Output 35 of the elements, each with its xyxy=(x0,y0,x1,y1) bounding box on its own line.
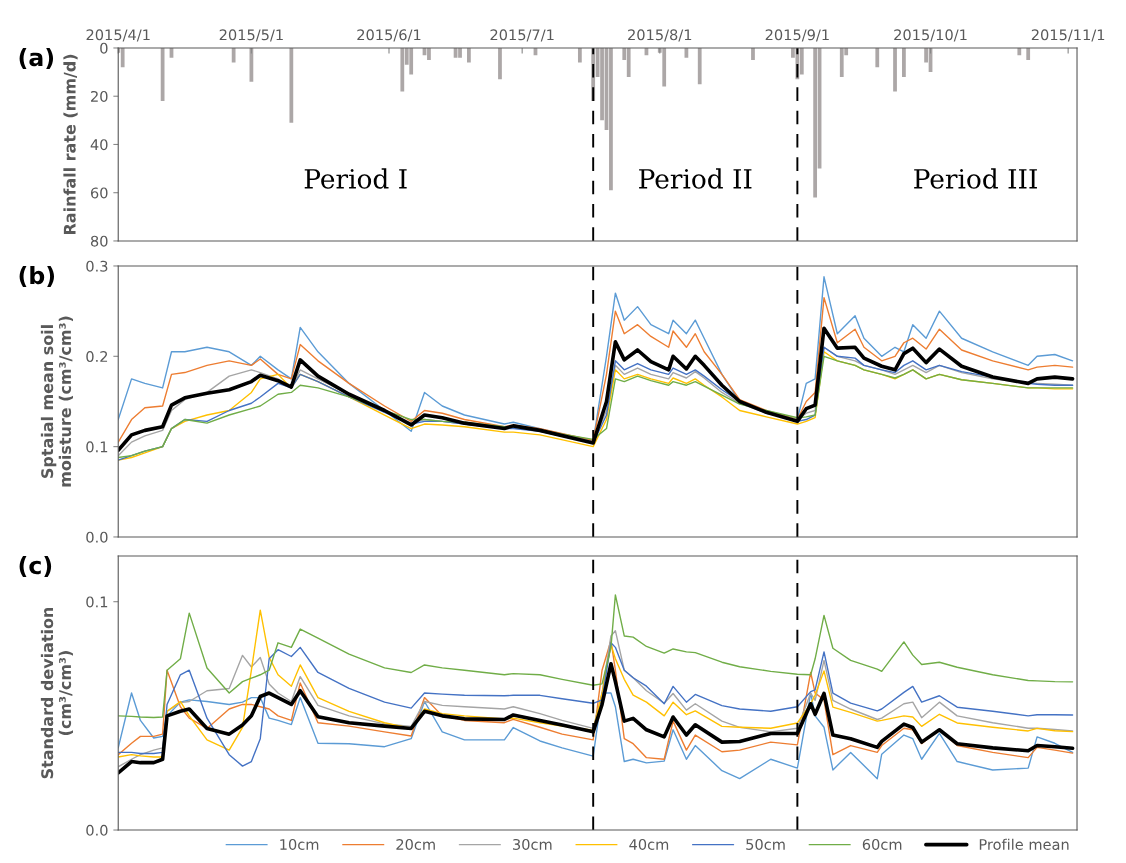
y-tick-label: 20 xyxy=(91,90,108,102)
legend-label: 20cm xyxy=(396,838,435,850)
x-tick-label: 2015/4/1 xyxy=(86,29,150,42)
y-tick-label: 0 xyxy=(100,42,108,54)
y-axis-title: Rainfall rate (mm/d) xyxy=(63,54,78,234)
chart-title: (b) xyxy=(19,265,55,288)
legend-label: 50cm xyxy=(746,838,785,850)
legend-label: 60cm xyxy=(862,838,902,850)
legend-label: 40cm xyxy=(629,838,669,850)
y-axis-title: Sptaial mean soil moisture (cm³/cm³) xyxy=(40,316,73,487)
chart-title: (a) xyxy=(19,48,54,70)
y-tick-label: 0.1 xyxy=(86,596,108,608)
y-tick-label: 0.2 xyxy=(86,351,108,363)
y-tick-label: 40 xyxy=(90,139,108,151)
legend-label: Profile mean xyxy=(979,838,1069,850)
annotation: Period III xyxy=(914,168,1037,189)
y-axis-title: Standard deviation (cm³/cm³) xyxy=(40,607,73,779)
y-tick-label: 60 xyxy=(90,187,108,199)
y-tick-label: 0.0 xyxy=(86,824,108,836)
x-tick-label: 2015/8/1 xyxy=(628,29,692,42)
y-tick-label: 0.1 xyxy=(86,441,108,453)
x-tick-label: 2015/6/1 xyxy=(357,29,421,42)
y-tick-label: 0.3 xyxy=(86,260,108,272)
y-tick-label: 80 xyxy=(90,235,108,247)
y-tick-label: 0.0 xyxy=(86,531,108,543)
annotation: Period I xyxy=(304,168,407,189)
legend-label: 10cm xyxy=(280,838,319,850)
legend-label: 30cm xyxy=(513,838,552,850)
x-tick-label: 2015/7/1 xyxy=(490,29,554,42)
x-tick-label: 2015/5/1 xyxy=(219,29,283,42)
x-tick-label: 2015/11/1 xyxy=(1031,29,1105,42)
chart-title: (c) xyxy=(19,556,52,578)
x-tick-label: 2015/9/1 xyxy=(765,29,829,42)
annotation: Period II xyxy=(639,168,752,189)
x-tick-label: 2015/10/1 xyxy=(894,29,967,42)
